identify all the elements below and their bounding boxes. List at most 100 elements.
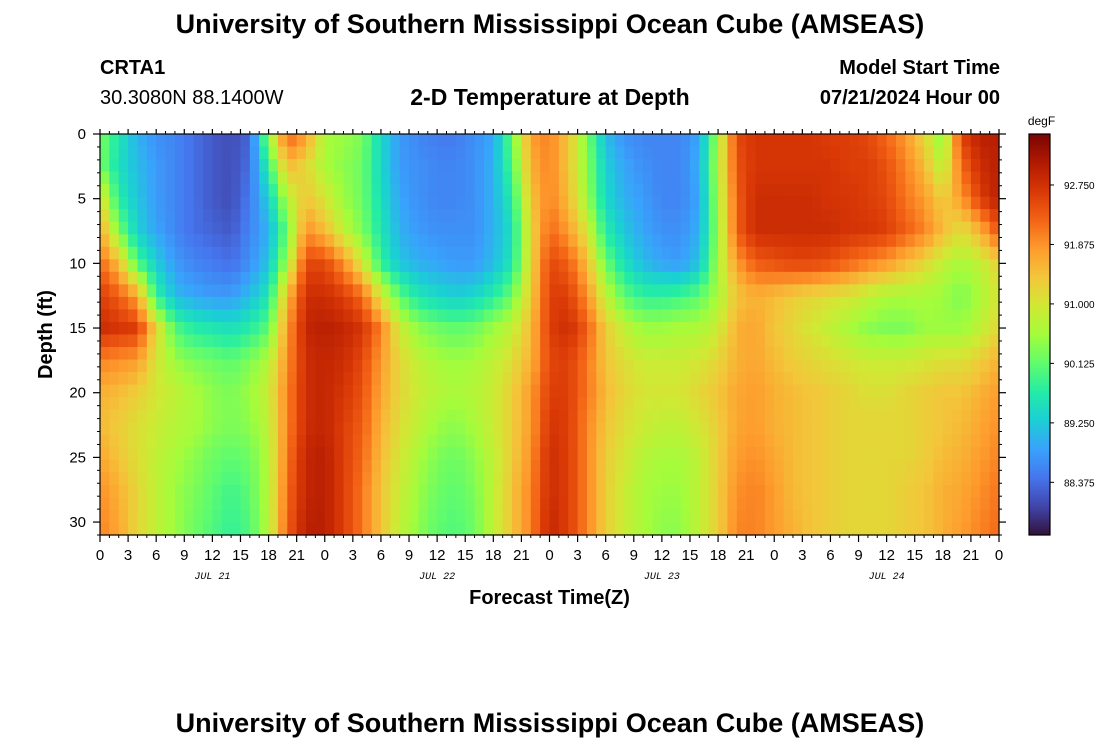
temperature-depth-chart: 0 3 6 9 12 15 18 21 0 3 6 9 12 15 18 21 0 3 6 9 12 15 18 21 0 3 6 9…: [35, 114, 1095, 609]
heatmap-cell: [689, 146, 700, 160]
heatmap-cell: [240, 146, 251, 160]
heatmap-cell: [652, 334, 663, 348]
heatmap-cell: [615, 234, 626, 248]
heatmap-cell: [446, 246, 457, 260]
y-tick-label: 25: [69, 449, 86, 466]
heatmap-cell: [193, 271, 204, 285]
heatmap-cell: [212, 334, 223, 348]
heatmap-cell: [633, 334, 644, 348]
heatmap-cell: [146, 184, 157, 198]
heatmap-cell: [418, 409, 429, 423]
heatmap-cell: [352, 209, 363, 223]
heatmap-cell: [221, 146, 232, 160]
heatmap-cell: [100, 347, 110, 361]
heatmap-cell: [755, 497, 766, 511]
heatmap-cell: [755, 434, 766, 448]
heatmap-cell: [989, 497, 1000, 511]
heatmap-cell: [296, 246, 307, 260]
heatmap-cell: [961, 271, 972, 285]
heatmap-cell: [877, 397, 888, 411]
heatmap-cell: [970, 497, 981, 511]
heatmap-cell: [249, 259, 260, 273]
heatmap-cell: [156, 347, 167, 361]
heatmap-cell: [483, 271, 494, 285]
heatmap-cell: [259, 397, 270, 411]
heatmap-cell: [259, 334, 270, 348]
heatmap-cell: [680, 246, 691, 260]
heatmap-cell: [446, 171, 457, 185]
heatmap-cell: [952, 159, 963, 173]
heatmap-cell: [362, 284, 373, 298]
heatmap-cell: [231, 347, 242, 361]
heatmap-cell: [886, 347, 897, 361]
heatmap-cell: [118, 171, 129, 185]
heatmap-cell: [193, 347, 204, 361]
heatmap-cell: [736, 234, 747, 248]
heatmap-cell: [128, 334, 139, 348]
heatmap-cell: [718, 146, 729, 160]
x-axis-label: Forecast Time(Z): [469, 587, 630, 609]
heatmap-cell: [792, 334, 803, 348]
heatmap-cell: [109, 146, 120, 160]
heatmap-cell: [652, 146, 663, 160]
heatmap-cell: [839, 484, 850, 499]
heatmap-cell: [914, 221, 925, 235]
heatmap-cell: [474, 134, 485, 148]
heatmap-cell: [437, 321, 448, 336]
heatmap-cell: [287, 509, 298, 524]
heatmap-cell: [671, 347, 682, 361]
heatmap-cell: [942, 221, 953, 235]
heatmap-cell: [137, 484, 148, 499]
heatmap-cell: [792, 459, 803, 473]
heatmap-cell: [512, 522, 522, 536]
heatmap-cell: [324, 209, 335, 223]
heatmap-cell: [212, 271, 223, 285]
heatmap-cell: [390, 271, 401, 285]
heatmap-cell: [596, 497, 607, 511]
heatmap-cell: [877, 347, 888, 361]
heatmap-cell: [708, 509, 719, 524]
heatmap-cell: [100, 397, 110, 411]
heatmap-cell: [905, 497, 916, 511]
heatmap-cell: [577, 434, 588, 448]
heatmap-cell: [521, 359, 532, 373]
heatmap-cell: [830, 196, 841, 210]
heatmap-cell: [596, 347, 607, 361]
heatmap-cell: [933, 284, 944, 298]
heatmap-cell: [549, 497, 560, 511]
heatmap-cell: [680, 459, 691, 473]
heatmap-cell: [802, 159, 813, 173]
heatmap-cell: [277, 196, 288, 210]
x-tick-label: 3: [573, 547, 581, 564]
heatmap-cell: [540, 459, 551, 473]
heatmap-cell: [924, 522, 935, 536]
heatmap-cell: [399, 134, 410, 148]
heatmap-cell: [633, 196, 644, 210]
heatmap-cell: [493, 397, 504, 411]
heatmap-cell: [980, 447, 991, 461]
heatmap-cell: [137, 221, 148, 235]
heatmap-cell: [259, 434, 270, 448]
heatmap-cell: [839, 447, 850, 461]
heatmap-cell: [540, 434, 551, 448]
heatmap-cell: [193, 459, 204, 473]
heatmap-cell: [933, 321, 944, 336]
station-coordinates: 30.3080N 88.1400W: [100, 87, 284, 109]
heatmap-cell: [961, 146, 972, 160]
heatmap-cell: [231, 171, 242, 185]
heatmap-cell: [380, 497, 391, 511]
heatmap-cell: [942, 497, 953, 511]
heatmap-cell: [942, 334, 953, 348]
heatmap-cell: [437, 422, 448, 436]
heatmap-cell: [727, 334, 738, 348]
heatmap-cell: [615, 372, 626, 386]
heatmap-cell: [764, 509, 775, 524]
heatmap-cell: [418, 472, 429, 486]
heatmap-cell: [877, 422, 888, 436]
heatmap-cell: [483, 522, 494, 536]
heatmap-cell: [652, 422, 663, 436]
heatmap-cell: [446, 459, 457, 473]
heatmap-cell: [839, 459, 850, 473]
heatmap-cell: [783, 334, 794, 348]
heatmap-cell: [605, 409, 616, 423]
